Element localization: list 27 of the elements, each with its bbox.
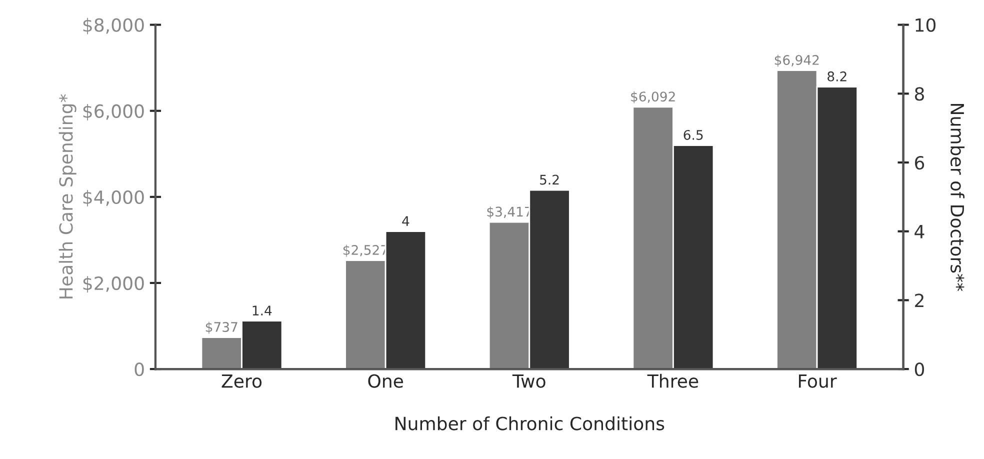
y2-tick-label: 2 bbox=[915, 294, 924, 308]
y2-tick-label: 4 bbox=[914, 225, 924, 238]
data-label: 8.2 bbox=[828, 71, 846, 82]
data-label: $737 bbox=[206, 322, 238, 334]
y2-tick-label: 0 bbox=[914, 362, 924, 376]
y-tick-label: $8,000 bbox=[83, 18, 144, 34]
data-label: $6,092 bbox=[631, 91, 675, 104]
data-label: 5.2 bbox=[540, 174, 559, 185]
y-tick-label: 0 bbox=[134, 362, 144, 376]
y-tick-label: $2,000 bbox=[83, 276, 144, 292]
x-tick-label: Two bbox=[512, 374, 546, 388]
data-label: 1.4 bbox=[252, 306, 272, 316]
y-tick-label: $6,000 bbox=[83, 104, 144, 120]
data-label: 4 bbox=[402, 216, 410, 226]
x-tick-label: Three bbox=[647, 374, 698, 388]
y2-tick-label: 10 bbox=[916, 18, 936, 32]
y2-tick-label: 6 bbox=[914, 156, 924, 170]
x-tick-label: Zero bbox=[222, 374, 262, 388]
y2-tick-label: 8 bbox=[914, 87, 924, 101]
y-tick-label: $4,000 bbox=[83, 190, 144, 206]
x-axis-title: Number of Chronic Conditions bbox=[396, 416, 664, 430]
data-label: 6.5 bbox=[684, 130, 703, 140]
x-tick-label: One bbox=[368, 374, 403, 388]
y-axis-title: Health Care Spending* bbox=[58, 94, 76, 298]
data-label: $6,942 bbox=[774, 54, 819, 67]
x-tick-label: Four bbox=[798, 374, 837, 388]
y2-axis-title: Number of Doctors** bbox=[950, 104, 964, 292]
